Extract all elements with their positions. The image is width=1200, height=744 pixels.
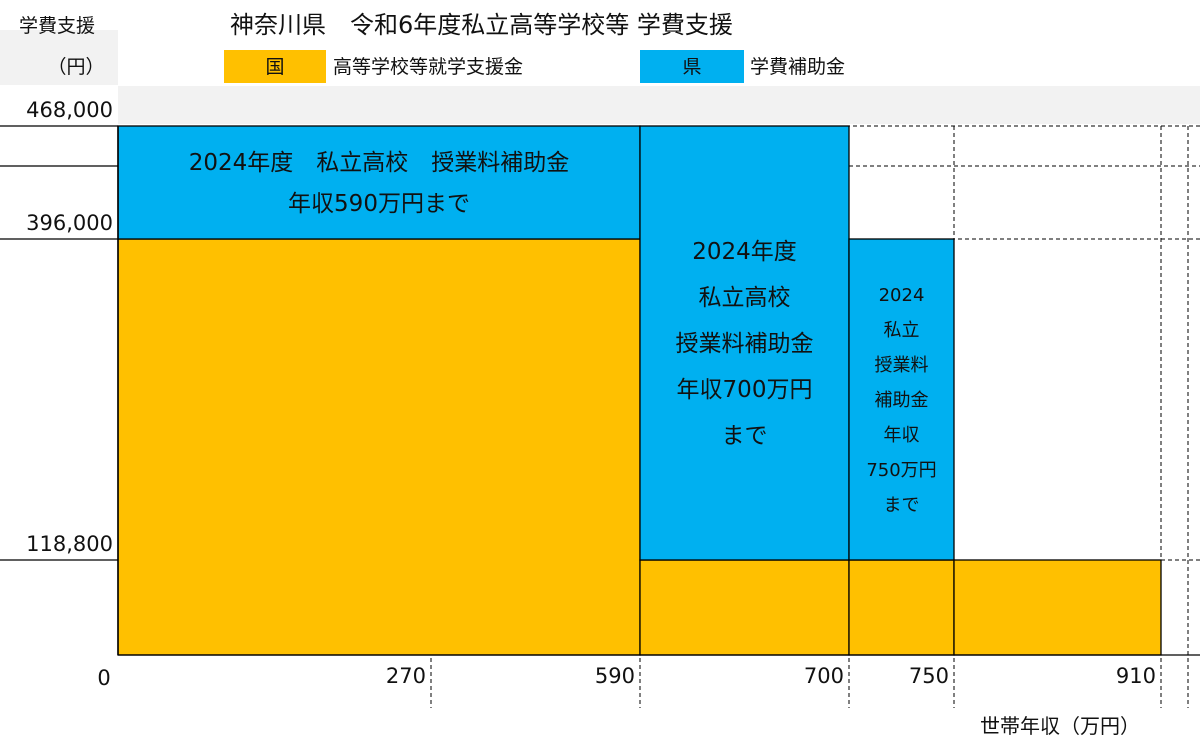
annotation-1-line-3: 年収700万円 bbox=[677, 377, 813, 403]
bar-national-2 bbox=[848, 559, 955, 656]
bars-layer bbox=[117, 125, 1162, 656]
annotation-1-line-2: 授業料補助金 bbox=[676, 331, 814, 357]
annotation-2-line-3: 補助金 bbox=[875, 390, 929, 411]
x-tick-label-590: 590 bbox=[595, 664, 635, 688]
y-axis-unit: （円） bbox=[47, 56, 104, 78]
x-tick-label-700: 700 bbox=[804, 664, 844, 688]
y-axis-label: 学費支援 bbox=[19, 15, 95, 37]
annotation-0-line-0: 2024年度 私立高校 授業料補助金 bbox=[189, 150, 570, 176]
annotation-1-line-4: まで bbox=[722, 423, 768, 449]
x-origin-label: 0 bbox=[97, 666, 110, 690]
header-band-right bbox=[118, 86, 1200, 124]
header-band-left bbox=[0, 30, 118, 85]
lines-layer bbox=[117, 126, 1200, 656]
legend-label-national: 高等学校等就学支援金 bbox=[333, 56, 523, 78]
x-tick-label-750: 750 bbox=[909, 664, 949, 688]
annotation-2-line-4: 年収 bbox=[884, 425, 920, 446]
x-tick-label-910: 910 bbox=[1116, 664, 1156, 688]
legend-badge-national: 国 bbox=[265, 56, 284, 78]
y-tick-label-0: 468,000 bbox=[26, 98, 113, 122]
bar-national-0 bbox=[117, 238, 641, 656]
annotation-1-line-0: 2024年度 bbox=[692, 239, 797, 265]
bar-national-3 bbox=[953, 559, 1162, 656]
y-tick-label-1: 396,000 bbox=[26, 211, 113, 235]
x-axis-label: 世帯年収（万円） bbox=[980, 714, 1140, 738]
bar-prefecture-0 bbox=[117, 125, 641, 240]
x-tick-label-270: 270 bbox=[386, 664, 426, 688]
annotation-2-line-2: 授業料 bbox=[875, 355, 929, 376]
bar-prefecture-1 bbox=[639, 125, 850, 561]
annotation-2-line-1: 私立 bbox=[884, 320, 920, 341]
legend-badge-prefecture: 県 bbox=[682, 56, 701, 78]
legend-swatch-prefecture bbox=[640, 50, 744, 83]
bar-national-1 bbox=[639, 559, 850, 656]
annotation-2-line-0: 2024 bbox=[879, 285, 925, 306]
y-tick-label-2: 118,800 bbox=[26, 532, 113, 556]
bar-prefecture-2 bbox=[848, 238, 955, 561]
legend-swatch-national bbox=[224, 50, 326, 83]
chart-title: 神奈川県 令和6年度私立高等学校等 学費支援 bbox=[230, 11, 733, 39]
legend-label-prefecture: 学費補助金 bbox=[750, 56, 845, 78]
text-layer: 神奈川県 令和6年度私立高等学校等 学費支援 学費支援 （円） 国 高等学校等就… bbox=[19, 11, 1156, 738]
annotation-1-line-1: 私立高校 bbox=[699, 285, 791, 311]
annotation-2-line-6: まで bbox=[884, 495, 920, 516]
annotation-0-line-1: 年収590万円まで bbox=[288, 191, 470, 217]
annotation-2-line-5: 750万円 bbox=[866, 460, 936, 481]
